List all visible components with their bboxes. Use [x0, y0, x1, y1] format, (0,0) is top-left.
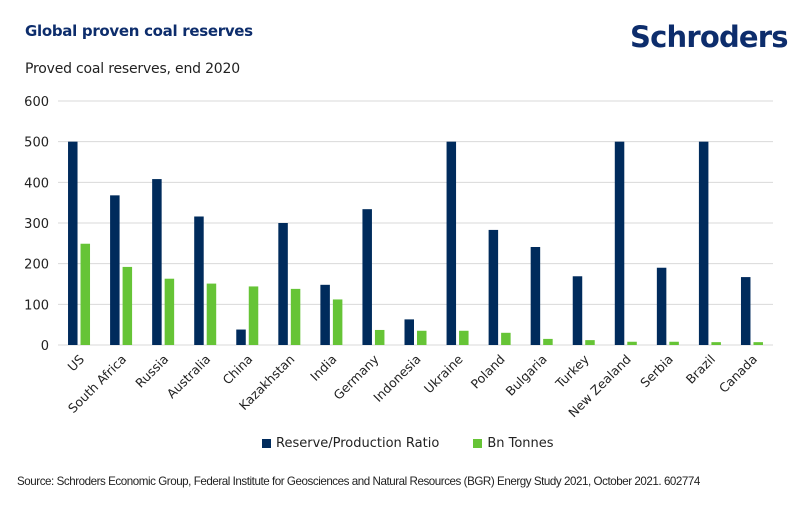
x-tick-label: Brazil	[683, 352, 718, 387]
legend-swatch-bn	[473, 439, 483, 448]
x-tick-label: China	[220, 352, 256, 388]
x-tick-label: Bulgaria	[503, 352, 550, 399]
bars	[68, 141, 763, 345]
bar-bn-tonnes	[753, 342, 763, 345]
bar-reserve-production-ratio	[488, 229, 499, 345]
bar-reserve-production-ratio	[362, 209, 372, 345]
bar-reserve-production-ratio	[320, 284, 330, 345]
bar-bn-tonnes	[543, 338, 553, 345]
bar-bn-tonnes	[332, 299, 343, 345]
chart-subtitle: Proved coal reserves, end 2020	[25, 61, 240, 77]
bar-reserve-production-ratio	[614, 141, 625, 345]
bar-reserve-production-ratio	[194, 216, 204, 345]
bar-reserve-production-ratio	[446, 141, 457, 345]
bar-reserve-production-ratio	[572, 276, 583, 345]
bar-bn-tonnes	[248, 286, 259, 345]
bar-bn-tonnes	[711, 342, 721, 345]
legend-swatch-rp	[262, 439, 271, 448]
legend-item-rp: Reserve/Production Ratio	[262, 436, 439, 451]
schroders-logo: Schroders	[630, 20, 789, 54]
x-tick-label: Canada	[716, 352, 760, 396]
x-tick-label: Ukraine	[421, 351, 466, 396]
y-tick-label: 100	[24, 298, 49, 313]
bar-bn-tonnes	[80, 243, 91, 345]
bar-bn-tonnes	[122, 266, 133, 345]
y-tick-label: 200	[24, 258, 49, 273]
x-tick-label: Turkey	[552, 351, 593, 392]
y-tick-label: 400	[24, 176, 49, 191]
legend: Reserve/Production Ratio Bn Tonnes	[262, 436, 588, 451]
legend-label-bn: Bn Tonnes	[487, 436, 554, 451]
y-tick-label: 300	[24, 217, 49, 232]
bar-bn-tonnes	[459, 330, 469, 345]
legend-item-bn: Bn Tonnes	[473, 436, 554, 451]
bar-reserve-production-ratio	[530, 246, 541, 345]
x-tick-label: India	[307, 352, 339, 384]
bar-reserve-production-ratio	[740, 277, 751, 345]
bar-reserve-production-ratio	[110, 195, 120, 345]
bar-bn-tonnes	[164, 278, 175, 345]
bar-bn-tonnes	[206, 283, 217, 345]
x-tick-label: Australia	[164, 352, 214, 402]
bar-reserve-production-ratio	[236, 329, 246, 345]
bar-reserve-production-ratio	[68, 141, 78, 345]
gridlines	[58, 100, 773, 346]
bar-reserve-production-ratio	[656, 267, 667, 345]
bar-bn-tonnes	[627, 341, 637, 345]
bar-bn-tonnes	[501, 332, 511, 345]
bar-reserve-production-ratio	[404, 319, 414, 345]
bar-bn-tonnes	[290, 288, 301, 345]
bar-reserve-production-ratio	[152, 179, 162, 345]
x-tick-label: US	[64, 351, 87, 374]
x-tick-label: Poland	[468, 352, 508, 392]
source-note: Source: Schroders Economic Group, Federa…	[17, 475, 700, 488]
bar-reserve-production-ratio	[278, 223, 288, 345]
chart-title: Global proven coal reserves	[25, 22, 253, 40]
y-tick-label: 600	[24, 95, 49, 110]
y-tick-label: 0	[41, 339, 49, 354]
bar-reserve-production-ratio	[698, 141, 709, 345]
legend-label-rp: Reserve/Production Ratio	[276, 436, 440, 451]
x-tick-label: Serbia	[637, 352, 676, 391]
bar-bn-tonnes	[417, 330, 427, 345]
y-axis-ticks: 0 100 200 300 400 500 600	[24, 95, 49, 354]
bar-bn-tonnes	[374, 329, 385, 345]
y-tick-label: 500	[24, 136, 49, 151]
bar-bn-tonnes	[585, 340, 595, 345]
x-tick-label: Russia	[132, 352, 171, 391]
bar-bn-tonnes	[669, 341, 679, 345]
